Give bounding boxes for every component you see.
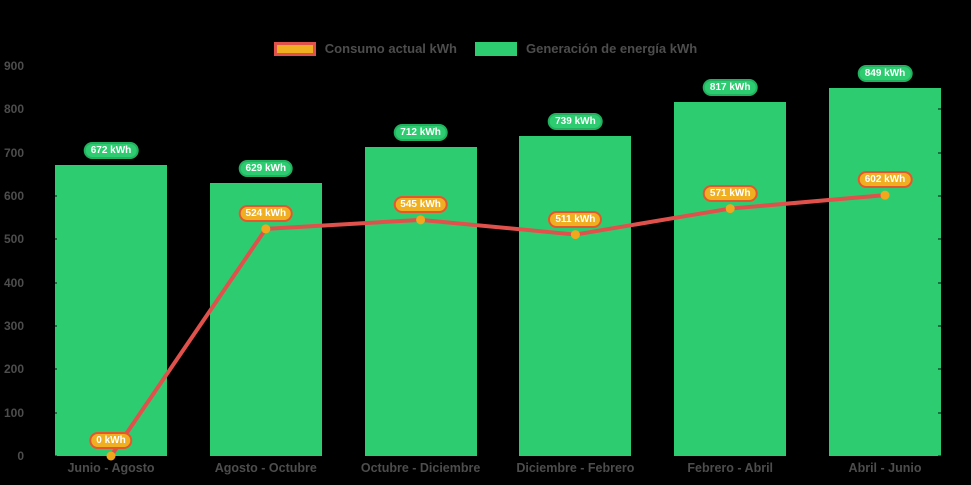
axis-tick-mark [938,411,945,414]
axis-tick-mark [50,281,57,284]
y-axis-tick-label: 0 [17,449,24,463]
x-axis-category-label: Abril - Junio [848,461,922,475]
generation-bar [829,88,941,456]
generation-bar [364,147,477,456]
legend-item-generacion[interactable]: Generación de energía kWh [474,41,698,56]
axis-tick-mark [50,195,57,197]
axis-tick-mark [938,325,945,327]
y-axis-tick-label: 800 [3,102,24,117]
bar-value-badge: 712 kWh [393,124,448,142]
y-axis-tick-label: 700 [3,145,24,160]
axis-tick-mark [50,238,57,241]
legend-label-consumo: Consumo actual kWh [324,41,457,56]
legend-item-consumo[interactable]: Consumo actual kWh [273,41,457,56]
y-axis-tick-label: 300 [3,319,24,333]
axis-tick-mark [938,455,945,457]
bar-value-badge: 849 kWh [857,65,913,83]
x-axis-category-label: Octubre - Diciembre [360,461,481,475]
axis-tick-mark [938,281,945,284]
axis-tick-mark [938,195,945,197]
y-axis-tick-label: 900 [3,59,24,73]
y-axis-tick-label: 200 [3,362,24,377]
x-axis-category-label: Febrero - Abril [687,461,774,475]
axis-tick-mark [50,65,57,67]
y-axis-tick-label: 500 [3,232,24,247]
generation-bar [55,164,167,456]
line-value-badge: 602 kWh [857,171,913,189]
axis-tick-mark [50,455,57,457]
generation-bar [209,183,322,456]
axis-tick-mark [938,238,945,241]
generation-bar [674,101,787,456]
bar-value-badge: 629 kWh [238,160,294,178]
chart-legend: Consumo actual kWh Generación de energía… [0,41,971,56]
axis-tick-mark [50,108,57,111]
bar-value-badge: 739 kWh [548,112,603,130]
y-axis-tick-label: 600 [3,189,24,203]
bar-value-badge: 672 kWh [83,141,139,159]
legend-label-generacion: Generación de energía kWh [525,41,698,56]
axis-tick-mark [938,65,945,67]
line-value-badge: 571 kWh [702,184,758,202]
axis-tick-mark [50,325,57,327]
x-axis-category-label: Agosto - Octubre [214,461,317,475]
x-axis-category-label: Junio - Agosto [67,461,155,475]
axis-tick-mark [938,108,945,111]
legend-swatch-generacion-bar-icon [474,41,517,56]
x-axis-category-label: Diciembre - Febrero [516,461,635,475]
y-axis-tick-label: 400 [3,275,24,290]
axis-tick-mark [938,151,945,154]
legend-swatch-consumo-line-icon [273,41,316,56]
line-value-badge: 545 kWh [393,195,448,213]
axis-tick-mark [50,368,57,371]
y-axis-tick-label: 100 [3,405,24,420]
axis-tick-mark [50,411,57,414]
line-value-badge: 524 kWh [238,204,294,222]
bar-value-badge: 817 kWh [702,78,758,96]
generation-bar [519,135,632,456]
line-value-badge: 0 kWh [89,432,133,449]
axis-tick-mark [50,151,57,154]
axis-tick-mark [938,368,945,371]
line-value-badge: 511 kWh [548,210,603,228]
